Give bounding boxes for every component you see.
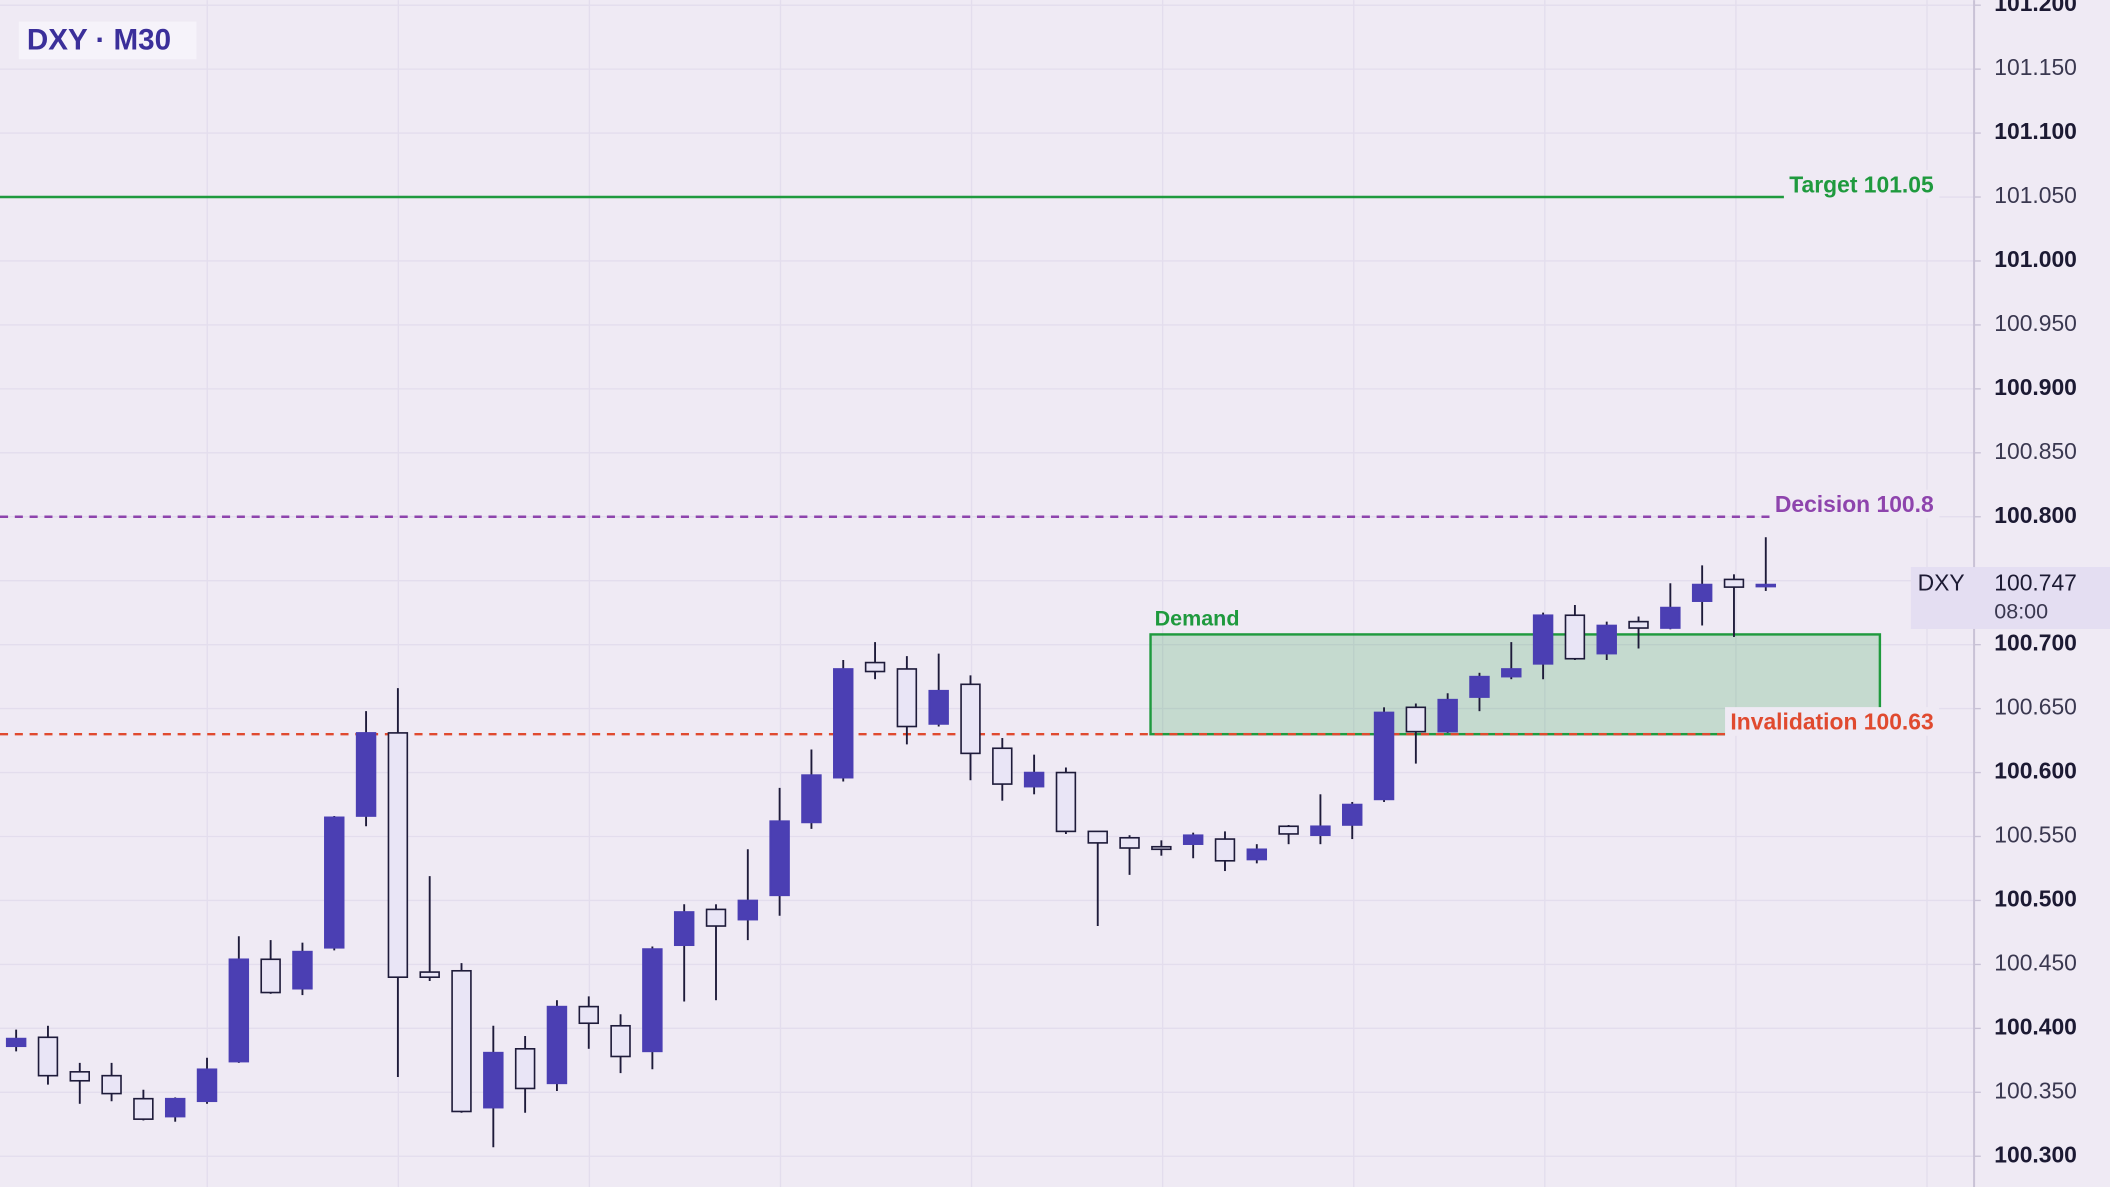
candle-body	[1469, 675, 1490, 698]
y-tick-label: 101.200	[1994, 0, 2077, 16]
y-tick-label: 101.050	[1994, 182, 2077, 208]
candle-body	[292, 950, 313, 990]
y-tick-label: 100.800	[1994, 502, 2077, 528]
candle-body	[260, 958, 281, 994]
y-tick-label: 100.700	[1994, 630, 2077, 656]
last-price: 100.747	[1994, 570, 2077, 596]
candle-body	[992, 747, 1013, 785]
candle-body	[546, 1005, 568, 1085]
candle-body	[1405, 706, 1427, 733]
candle-body	[1628, 620, 1649, 629]
y-tick-label: 100.850	[1994, 438, 2077, 464]
candle-body	[483, 1051, 504, 1109]
candle-body	[1087, 830, 1108, 844]
candle-body	[642, 948, 663, 1053]
countdown: 08:00	[1994, 599, 2048, 623]
candle-body	[1023, 771, 1045, 788]
candle-body	[1723, 578, 1745, 588]
symbol-tag: DXY	[1918, 570, 1965, 596]
candle-body	[419, 971, 440, 978]
candle-body	[1564, 614, 1586, 660]
chart-title: DXY · M30	[27, 24, 171, 57]
candle-body	[164, 1097, 186, 1118]
candle-body	[1055, 771, 1077, 833]
level-label-bg	[1725, 707, 1940, 736]
title-box	[18, 21, 197, 60]
candle-body	[928, 689, 949, 725]
candle-body	[1532, 614, 1554, 665]
y-tick-label: 100.300	[1994, 1141, 2077, 1167]
candle-body	[1182, 834, 1204, 845]
candle-body	[101, 1074, 122, 1095]
zone-label: Demand	[1155, 606, 1240, 630]
y-tick-label: 101.150	[1994, 54, 2077, 80]
candle-body	[1596, 624, 1617, 655]
level-label: Invalidation 100.63	[1730, 708, 1933, 734]
level-label-bg	[1769, 489, 1940, 519]
candle-body	[451, 969, 472, 1113]
candle-body	[1246, 848, 1268, 861]
candle-body	[1278, 825, 1299, 835]
candle-body	[833, 668, 854, 779]
candle-body	[1660, 606, 1681, 629]
candle-body	[1755, 583, 1777, 588]
last-price-box	[1910, 567, 2110, 629]
y-tick-label: 100.900	[1994, 374, 2077, 400]
y-tick-label: 100.350	[1994, 1077, 2077, 1103]
candle-body	[37, 1036, 59, 1077]
candle-body	[896, 668, 918, 728]
candle-body	[387, 732, 409, 978]
candle-body	[705, 908, 727, 927]
y-tick-label: 100.600	[1994, 758, 2077, 784]
level-label: Decision 100.8	[1775, 491, 1934, 517]
candle-body	[578, 1005, 599, 1025]
level-label-bg	[1783, 169, 1940, 199]
candle-body	[864, 661, 886, 673]
candle-body	[69, 1071, 90, 1082]
y-tick-label: 100.650	[1994, 694, 2077, 720]
candle-body	[355, 732, 377, 817]
candle-body	[1501, 668, 1522, 678]
candle-body	[1342, 803, 1363, 826]
candle-body	[737, 899, 759, 921]
candle-body	[1437, 698, 1458, 733]
candle-body	[5, 1037, 27, 1048]
candle-body	[1691, 583, 1713, 602]
y-tick-label: 100.450	[1994, 949, 2077, 975]
candle-body	[1119, 836, 1140, 849]
candle-body	[196, 1068, 218, 1103]
candle-body	[228, 958, 250, 1063]
y-tick-label: 100.550	[1994, 822, 2077, 848]
candle-body	[769, 820, 790, 897]
y-tick-label: 101.000	[1994, 246, 2077, 272]
candle-body	[514, 1048, 536, 1090]
candle-body	[801, 774, 822, 824]
candle-body	[610, 1024, 631, 1058]
candle-body	[324, 816, 345, 949]
candle-body	[960, 683, 981, 755]
candle-body	[1373, 711, 1395, 801]
y-tick-label: 100.400	[1994, 1013, 2077, 1039]
candle-body	[133, 1097, 154, 1120]
y-tick-label: 100.950	[1994, 310, 2077, 336]
candle-body	[1214, 838, 1236, 862]
candle-body	[1310, 825, 1331, 837]
candle-body	[1151, 845, 1172, 851]
y-tick-label: 100.500	[1994, 885, 2077, 911]
candle-body	[673, 911, 695, 947]
y-tick-label: 101.100	[1994, 118, 2077, 144]
level-label: Target 101.05	[1789, 171, 1934, 197]
